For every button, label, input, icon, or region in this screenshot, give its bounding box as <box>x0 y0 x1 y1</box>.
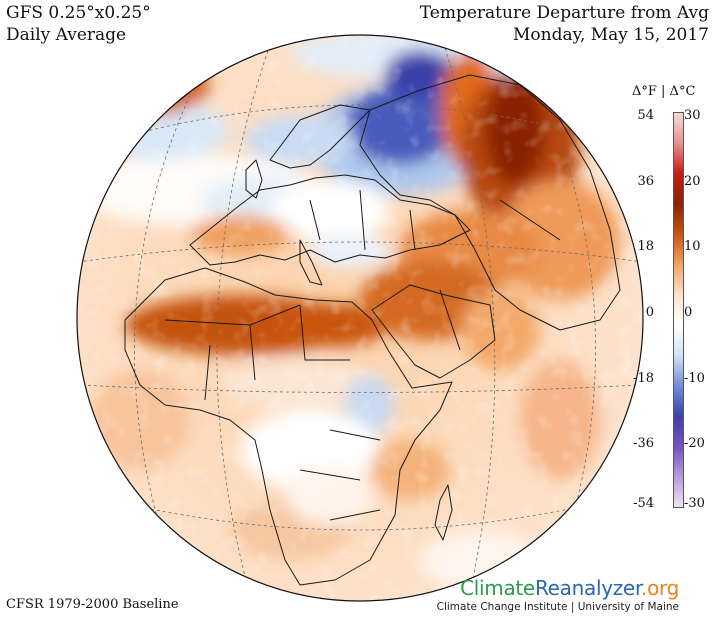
tick-fahrenheit: 0 <box>645 305 654 320</box>
tick-fahrenheit: -54 <box>633 496 654 511</box>
tick-fahrenheit: -18 <box>633 370 654 386</box>
logo-part-reanalyzer: Reanalyzer <box>534 576 642 600</box>
institution-label: Climate Change Institute | University of… <box>436 601 679 613</box>
tick-fahrenheit: 18 <box>637 239 654 255</box>
model-resolution-label: GFS 0.25°x0.25° <box>6 3 151 23</box>
tick-fahrenheit: -36 <box>633 436 654 452</box>
tick-fahrenheit: 36 <box>637 173 654 189</box>
logo-part-climate: Climate <box>460 576 535 600</box>
top-right-info: Temperature Departure from Avg Monday, M… <box>420 2 709 46</box>
tick-celsius: -30 <box>684 496 705 511</box>
top-left-info: GFS 0.25°x0.25° Daily Average <box>6 2 151 46</box>
tick-celsius: -20 <box>684 436 705 452</box>
tick-celsius: 20 <box>684 173 701 189</box>
color-scale-bar <box>673 112 684 508</box>
tick-celsius: -10 <box>684 370 705 386</box>
baseline-label: CFSR 1979-2000 Baseline <box>6 597 179 612</box>
tick-celsius: 30 <box>684 108 701 123</box>
map-title: Temperature Departure from Avg <box>419 3 709 23</box>
tick-celsius: 0 <box>684 305 693 320</box>
graticule <box>77 44 643 596</box>
globe-outline <box>76 34 644 602</box>
averaging-label: Daily Average <box>6 25 127 45</box>
climate-reanalyzer-logo[interactable]: ClimateReanalyzer.org <box>437 576 679 600</box>
tick-celsius: 10 <box>684 239 701 255</box>
tick-fahrenheit: 54 <box>637 108 654 123</box>
brand-block[interactable]: ClimateReanalyzer.org Climate Change Ins… <box>436 576 680 614</box>
legend-units-header: Δ°F | Δ°C <box>632 84 696 99</box>
logo-part-domain: .org <box>641 576 679 600</box>
map-date: Monday, May 15, 2017 <box>512 25 709 45</box>
